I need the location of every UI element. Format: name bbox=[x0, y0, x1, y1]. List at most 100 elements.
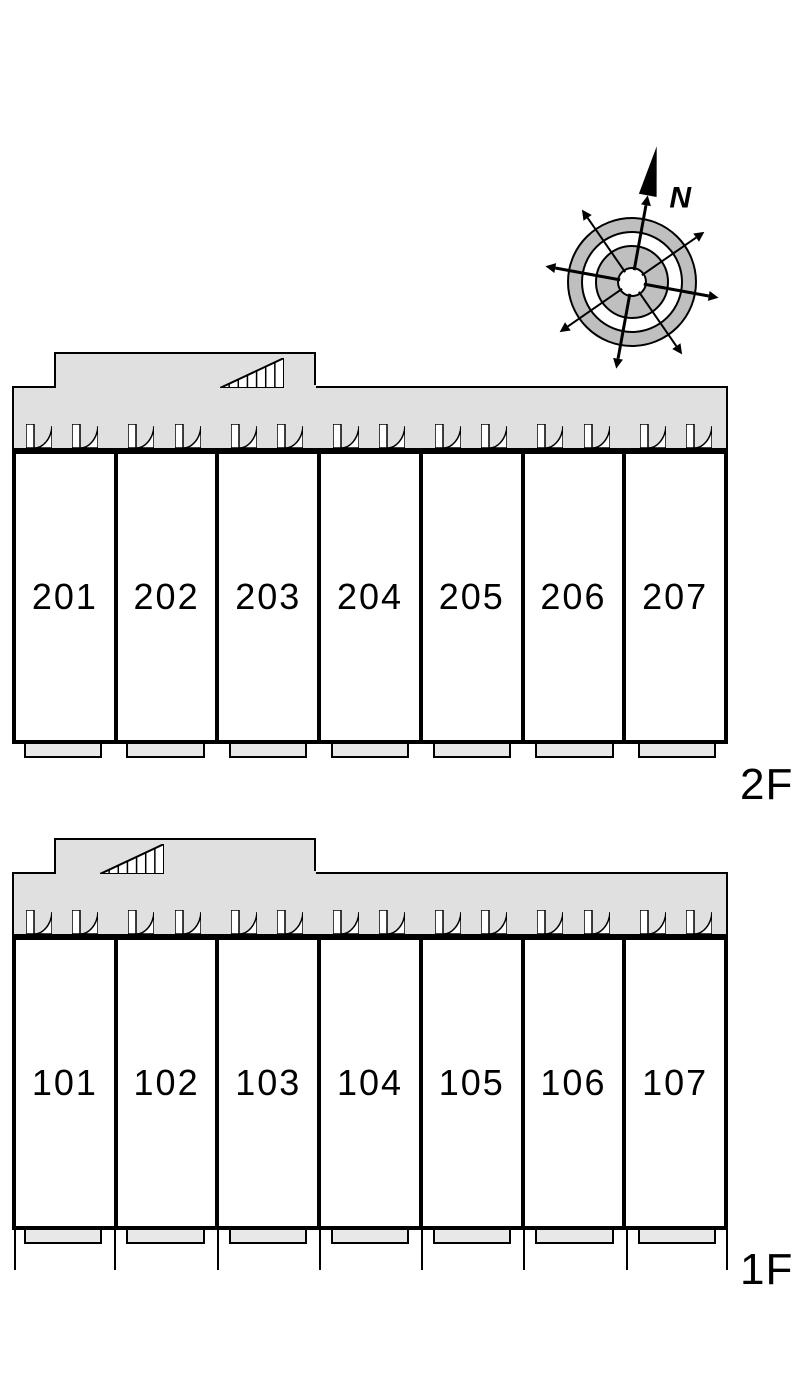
door-icon bbox=[584, 424, 610, 448]
unit-cell: 107 bbox=[626, 940, 724, 1226]
unit-label: 206 bbox=[540, 576, 606, 618]
stairs-icon bbox=[220, 358, 284, 388]
unit-label: 201 bbox=[32, 576, 98, 618]
door-icon bbox=[175, 910, 201, 934]
balcony bbox=[24, 744, 102, 758]
unit-cell: 106 bbox=[525, 940, 627, 1226]
balcony bbox=[331, 1230, 409, 1244]
dimension-tick bbox=[319, 1230, 321, 1270]
unit-label: 207 bbox=[642, 576, 708, 618]
door-icon bbox=[537, 424, 563, 448]
dimension-tick bbox=[626, 1230, 628, 1270]
door-icon bbox=[435, 424, 461, 448]
balcony bbox=[638, 744, 716, 758]
balcony bbox=[229, 744, 307, 758]
door-icon bbox=[277, 910, 303, 934]
notch-edge-v bbox=[54, 352, 56, 386]
notch-edge-h bbox=[12, 386, 56, 388]
door-icon bbox=[128, 910, 154, 934]
svg-text:N: N bbox=[669, 181, 692, 214]
unit-label: 204 bbox=[337, 576, 403, 618]
unit-cell: 204 bbox=[321, 454, 423, 740]
balcony bbox=[126, 744, 204, 758]
unit-label: 205 bbox=[439, 576, 505, 618]
unit-cell: 101 bbox=[16, 940, 118, 1226]
unit-cell: 105 bbox=[423, 940, 525, 1226]
door-icon bbox=[379, 424, 405, 448]
dimension-tick bbox=[114, 1230, 116, 1270]
notch-edge-v bbox=[54, 838, 56, 872]
door-icon bbox=[175, 424, 201, 448]
door-icon bbox=[72, 424, 98, 448]
floor-plan-canvas: N2012022032042052062072F1011021031041051… bbox=[0, 0, 800, 1381]
dimension-tick bbox=[523, 1230, 525, 1270]
corridor-upper bbox=[12, 838, 316, 874]
door-icon bbox=[26, 424, 52, 448]
door-icon bbox=[481, 910, 507, 934]
notch-edge-l bbox=[12, 386, 14, 450]
corridor bbox=[12, 386, 728, 450]
unit-cell: 205 bbox=[423, 454, 525, 740]
door-icon bbox=[481, 424, 507, 448]
unit-cell: 202 bbox=[118, 454, 220, 740]
door-icon bbox=[379, 910, 405, 934]
unit-label: 107 bbox=[642, 1062, 708, 1104]
unit-label: 106 bbox=[540, 1062, 606, 1104]
balcony bbox=[24, 1230, 102, 1244]
door-icon bbox=[333, 424, 359, 448]
corridor-notch bbox=[10, 836, 54, 872]
door-icon bbox=[537, 910, 563, 934]
door-icon bbox=[333, 910, 359, 934]
door-icon bbox=[231, 424, 257, 448]
door-icon bbox=[435, 910, 461, 934]
balcony bbox=[126, 1230, 204, 1244]
unit-cell: 102 bbox=[118, 940, 220, 1226]
door-icon bbox=[231, 910, 257, 934]
units-row: 201 202 203 204 205 206 207 bbox=[12, 450, 728, 744]
stairs-icon bbox=[100, 844, 164, 874]
unit-label: 202 bbox=[134, 576, 200, 618]
unit-cell: 207 bbox=[626, 454, 724, 740]
unit-label: 103 bbox=[235, 1062, 301, 1104]
corridor-step-edge bbox=[316, 386, 728, 388]
unit-cell: 104 bbox=[321, 940, 423, 1226]
dimension-tick bbox=[726, 1230, 728, 1270]
door-icon bbox=[640, 910, 666, 934]
unit-label: 101 bbox=[32, 1062, 98, 1104]
corridor-step-edge bbox=[316, 872, 728, 874]
unit-label: 104 bbox=[337, 1062, 403, 1104]
unit-cell: 206 bbox=[525, 454, 627, 740]
corridor-notch bbox=[10, 350, 54, 386]
door-icon bbox=[26, 910, 52, 934]
floor-label: 1F bbox=[740, 1245, 793, 1295]
door-icon bbox=[584, 910, 610, 934]
unit-label: 203 bbox=[235, 576, 301, 618]
notch-edge-h bbox=[12, 872, 56, 874]
dimension-tick bbox=[421, 1230, 423, 1270]
balcony bbox=[433, 1230, 511, 1244]
balcony bbox=[229, 1230, 307, 1244]
door-icon bbox=[72, 910, 98, 934]
floor-label: 2F bbox=[740, 760, 793, 810]
balcony bbox=[535, 1230, 613, 1244]
balcony bbox=[535, 744, 613, 758]
door-icon bbox=[640, 424, 666, 448]
door-icon bbox=[686, 424, 712, 448]
balcony bbox=[331, 744, 409, 758]
unit-cell: 103 bbox=[219, 940, 321, 1226]
door-icon bbox=[686, 910, 712, 934]
dimension-tick bbox=[14, 1230, 16, 1270]
unit-cell: 203 bbox=[219, 454, 321, 740]
dimension-tick bbox=[217, 1230, 219, 1270]
door-icon bbox=[128, 424, 154, 448]
corridor bbox=[12, 872, 728, 936]
balcony bbox=[433, 744, 511, 758]
door-icon bbox=[277, 424, 303, 448]
notch-edge-l bbox=[12, 872, 14, 936]
unit-cell: 201 bbox=[16, 454, 118, 740]
balcony bbox=[638, 1230, 716, 1244]
compass: N bbox=[560, 160, 704, 364]
corridor-join bbox=[14, 871, 316, 875]
unit-label: 105 bbox=[439, 1062, 505, 1104]
units-row: 101 102 103 104 105 106 107 bbox=[12, 936, 728, 1230]
